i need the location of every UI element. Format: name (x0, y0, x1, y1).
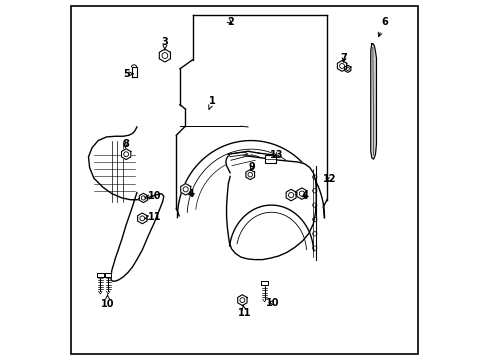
Text: 4: 4 (188, 189, 194, 199)
Text: 5: 5 (123, 69, 133, 79)
Polygon shape (296, 188, 306, 199)
Polygon shape (97, 273, 103, 277)
Polygon shape (237, 295, 246, 306)
Polygon shape (181, 184, 190, 195)
Text: 11: 11 (237, 305, 251, 318)
Polygon shape (121, 149, 131, 159)
Text: 10: 10 (101, 295, 114, 309)
Text: 8: 8 (122, 139, 129, 149)
Text: 10: 10 (144, 191, 161, 201)
Polygon shape (337, 60, 346, 71)
Text: 6: 6 (378, 17, 387, 37)
Text: 2: 2 (226, 17, 233, 27)
Polygon shape (159, 49, 170, 62)
Text: 11: 11 (144, 212, 161, 221)
Text: 1: 1 (208, 96, 215, 109)
Polygon shape (245, 170, 254, 180)
Polygon shape (285, 189, 295, 201)
Text: 9: 9 (248, 162, 255, 172)
Polygon shape (139, 193, 147, 203)
Text: 12: 12 (323, 174, 336, 184)
Polygon shape (137, 213, 147, 224)
Polygon shape (370, 44, 376, 159)
Polygon shape (225, 154, 316, 260)
Polygon shape (131, 67, 136, 77)
Polygon shape (261, 281, 267, 285)
Text: 10: 10 (265, 298, 279, 308)
Text: 13: 13 (269, 150, 283, 160)
Polygon shape (88, 127, 163, 281)
Text: 3: 3 (161, 37, 168, 50)
Polygon shape (344, 65, 350, 72)
Polygon shape (228, 152, 247, 157)
Polygon shape (105, 273, 111, 277)
Text: 7: 7 (340, 53, 347, 63)
Text: 4: 4 (302, 191, 308, 201)
Bar (264, 155, 275, 163)
